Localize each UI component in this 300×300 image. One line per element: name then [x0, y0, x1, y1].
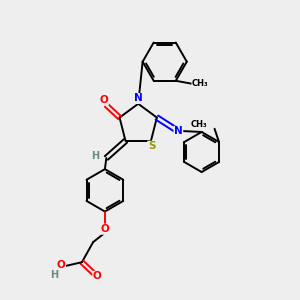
Text: O: O	[93, 271, 102, 281]
Text: O: O	[100, 95, 108, 105]
Text: H: H	[91, 152, 99, 161]
Text: N: N	[134, 94, 142, 103]
Text: O: O	[56, 260, 65, 270]
Text: N: N	[174, 126, 183, 136]
Text: H: H	[50, 270, 58, 280]
Text: S: S	[148, 141, 155, 151]
Text: O: O	[100, 224, 109, 234]
Text: CH₃: CH₃	[190, 120, 207, 129]
Text: CH₃: CH₃	[192, 79, 208, 88]
